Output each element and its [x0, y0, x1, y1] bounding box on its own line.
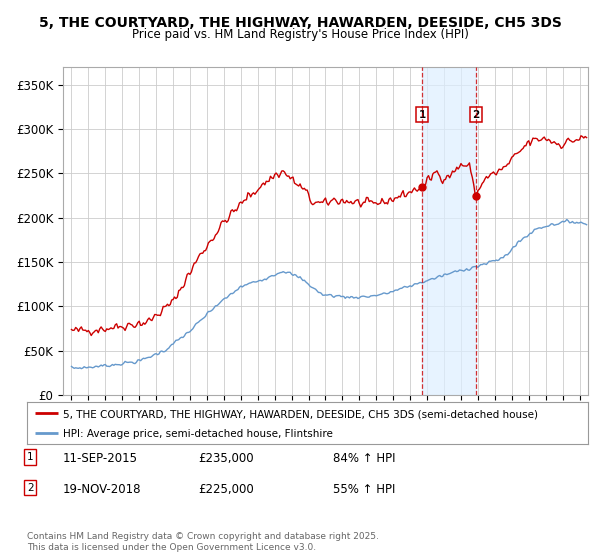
Text: 11-SEP-2015: 11-SEP-2015	[63, 452, 138, 465]
Text: 84% ↑ HPI: 84% ↑ HPI	[333, 452, 395, 465]
Text: £235,000: £235,000	[198, 452, 254, 465]
Text: 5, THE COURTYARD, THE HIGHWAY, HAWARDEN, DEESIDE, CH5 3DS (semi-detached house): 5, THE COURTYARD, THE HIGHWAY, HAWARDEN,…	[64, 409, 538, 419]
Bar	[422, 67, 476, 395]
Text: 19-NOV-2018: 19-NOV-2018	[63, 483, 142, 496]
Text: 5, THE COURTYARD, THE HIGHWAY, HAWARDEN, DEESIDE, CH5 3DS: 5, THE COURTYARD, THE HIGHWAY, HAWARDEN,…	[38, 16, 562, 30]
Text: 55% ↑ HPI: 55% ↑ HPI	[333, 483, 395, 496]
Text: 1: 1	[418, 110, 425, 120]
Text: Contains HM Land Registry data © Crown copyright and database right 2025.
This d: Contains HM Land Registry data © Crown c…	[27, 532, 379, 552]
Text: 2: 2	[27, 483, 34, 493]
Text: £225,000: £225,000	[198, 483, 254, 496]
Text: HPI: Average price, semi-detached house, Flintshire: HPI: Average price, semi-detached house,…	[64, 429, 334, 439]
Text: 2: 2	[473, 110, 480, 120]
Text: Price paid vs. HM Land Registry's House Price Index (HPI): Price paid vs. HM Land Registry's House …	[131, 28, 469, 41]
Text: 1: 1	[27, 452, 34, 462]
